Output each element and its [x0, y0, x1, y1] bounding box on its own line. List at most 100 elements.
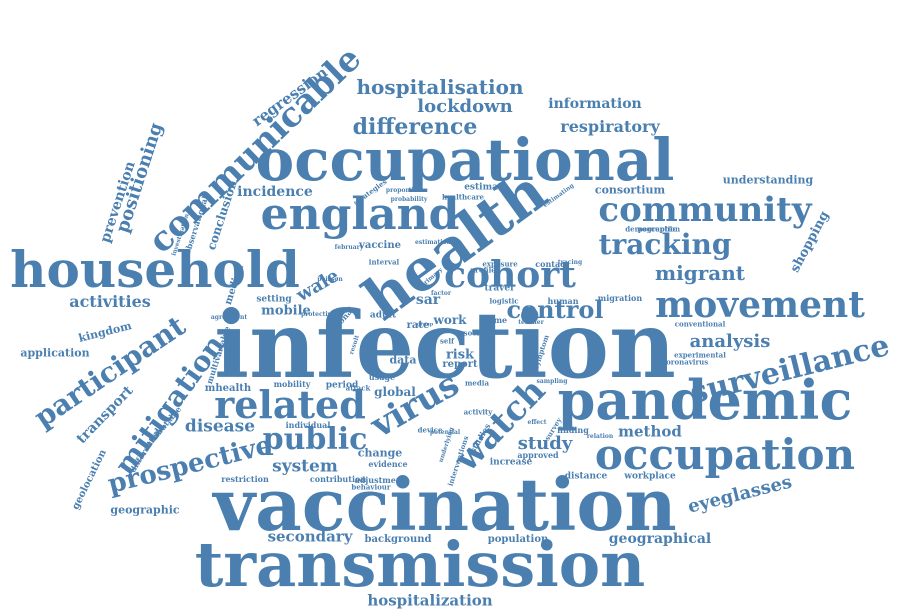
cloud-word: secondary — [267, 527, 353, 546]
cloud-word: protective — [301, 311, 335, 318]
cloud-word: attack — [345, 383, 371, 393]
cloud-word: distance — [564, 471, 608, 482]
cloud-word: tracking — [598, 228, 732, 261]
cloud-word: adult — [369, 310, 397, 321]
cloud-word: incidence — [237, 184, 313, 200]
cloud-word: contact — [535, 259, 569, 269]
cloud-word: cohort — [444, 254, 576, 296]
cloud-word: report — [442, 359, 478, 370]
cloud-word: time — [486, 315, 508, 325]
cloud-word: usage — [368, 372, 396, 382]
cloud-word: approved — [517, 450, 559, 460]
cloud-word: method — [618, 422, 682, 441]
cloud-word: eyeglasses — [685, 471, 794, 518]
cloud-word: geographical — [608, 531, 712, 547]
cloud-word: occupation — [594, 430, 856, 479]
cloud-word: analysis — [689, 331, 771, 352]
cloud-word: population — [487, 534, 549, 545]
cloud-word: risk — [445, 347, 475, 363]
cloud-word: background — [364, 534, 432, 545]
cloud-word: work — [433, 313, 467, 327]
cloud-word: probability — [390, 196, 428, 203]
cloud-word: application — [20, 346, 90, 360]
cloud-word: profile — [470, 265, 496, 275]
cloud-word: interval — [368, 257, 400, 267]
cloud-word: self — [439, 336, 455, 346]
cloud-word: migration — [597, 293, 643, 303]
cloud-word: movement — [655, 284, 865, 326]
cloud-word: increase — [489, 457, 533, 468]
cloud-word: healthcare — [442, 192, 484, 202]
cloud-word: setting — [256, 294, 292, 305]
cloud-word: group — [416, 321, 434, 328]
cloud-word: study — [517, 433, 573, 454]
cloud-word: geolocation — [70, 447, 109, 512]
cloud-word: workplace — [624, 471, 676, 482]
cloud-word: conventional — [674, 319, 726, 329]
cloud-word: data — [389, 353, 417, 367]
cloud-word: logistic — [489, 296, 519, 306]
cloud-word: media — [465, 378, 489, 388]
cloud-word: period — [325, 380, 359, 391]
cloud-word: behaviour — [351, 482, 391, 492]
cloud-word: lockdown — [417, 96, 513, 117]
cloud-word: relation — [586, 433, 614, 440]
cloud-word: individual — [285, 420, 331, 430]
cloud-word: agreement — [210, 314, 248, 321]
cloud-word: consortium — [594, 183, 666, 197]
cloud-word: global — [374, 385, 416, 399]
cloud-word: evidence — [368, 459, 408, 469]
cloud-word: poisson — [317, 276, 343, 283]
cloud-word: hospitalisation — [356, 75, 524, 99]
cloud-word: transmission — [194, 528, 646, 601]
cloud-word: estimate — [464, 182, 508, 193]
cloud-word: adjustment — [354, 475, 406, 485]
cloud-word: contribution — [309, 474, 367, 484]
cloud-word: difference — [352, 114, 478, 140]
cloud-word: restriction — [221, 474, 269, 484]
cloud-word: human — [547, 296, 579, 306]
cloud-word: february — [334, 244, 364, 251]
cloud-word: migrant — [654, 261, 746, 285]
cloud-word: device — [417, 425, 443, 435]
cloud-word: travel — [484, 283, 514, 294]
cloud-word: change — [357, 446, 403, 460]
cloud-word: related — [214, 382, 366, 427]
cloud-word: sampling — [536, 378, 568, 385]
cloud-word: activity — [463, 407, 493, 417]
cloud-word: household — [10, 240, 300, 299]
cloud-word: occupational — [255, 126, 675, 194]
cloud-word: factor — [430, 290, 452, 297]
cloud-word: mobile — [261, 303, 311, 319]
cloud-word: understanding — [722, 173, 814, 187]
cloud-word: potential — [429, 429, 461, 436]
cloud-word: exposure — [482, 259, 518, 269]
cloud-word: public — [262, 422, 368, 457]
cloud-word: community — [598, 190, 812, 230]
cloud-word: experimental — [674, 350, 726, 360]
cloud-word: effect — [527, 419, 547, 426]
cloud-word: rate — [406, 320, 430, 331]
cloud-word: respiratory — [560, 117, 660, 136]
cloud-word: activities — [69, 292, 151, 311]
cloud-word: infection — [214, 291, 676, 399]
cloud-word: vaccine — [359, 240, 401, 251]
cloud-word: perception — [637, 224, 681, 234]
cloud-word: geographic — [110, 503, 180, 517]
cloud-word: vaccination — [213, 462, 677, 547]
cloud-word: sar — [415, 292, 441, 308]
cloud-word: coronavirus — [661, 357, 709, 367]
cloud-word: estimation — [415, 239, 451, 246]
cloud-word: hospitalization — [367, 591, 493, 610]
cloud-word: teacher — [518, 319, 544, 326]
cloud-word: finding — [557, 425, 589, 435]
cloud-word: information — [548, 96, 642, 112]
cloud-word: pandemic — [557, 368, 853, 432]
cloud-word: demographic — [625, 224, 677, 234]
cloud-word: england — [260, 189, 460, 240]
cloud-word: disease — [184, 416, 256, 437]
cloud-word: social — [463, 328, 487, 338]
cloud-word: proportion — [385, 187, 423, 194]
cloud-word: mhealth — [204, 383, 252, 394]
